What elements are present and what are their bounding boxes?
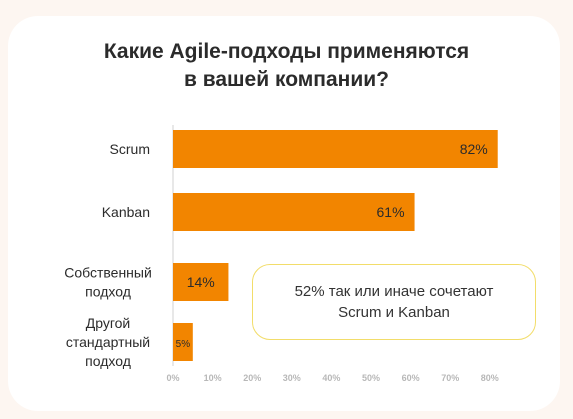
callout-line1: 52% так или иначе сочетают — [294, 283, 494, 300]
x-tick-label: 0% — [166, 373, 179, 383]
x-tick-label: 10% — [204, 373, 222, 383]
x-tick-label: 80% — [481, 373, 499, 383]
category-label: Другой — [86, 315, 131, 331]
x-tick-label: 60% — [402, 373, 420, 383]
x-tick-label: 20% — [243, 373, 261, 383]
bar — [173, 263, 229, 301]
x-tick-label: 70% — [441, 373, 459, 383]
data-label: 5% — [176, 339, 191, 350]
chart-title-line2: в вашей компании? — [184, 68, 389, 91]
category-label: подход — [85, 284, 131, 300]
bar — [173, 193, 415, 231]
x-tick-label: 30% — [283, 373, 301, 383]
x-tick-label: 50% — [362, 373, 380, 383]
chart-title-line1: Какие Agile-подходы применяются — [103, 40, 470, 63]
callout-line2: Scrum и Kanban — [338, 304, 450, 321]
callout-box: 52% так или иначе сочетают Scrum и Kanba… — [252, 264, 536, 340]
category-label: Kanban — [102, 204, 150, 220]
x-tick-label: 40% — [322, 373, 340, 383]
category-label: Собственный — [64, 265, 152, 281]
category-label: Scrum — [110, 141, 150, 157]
data-label: 14% — [187, 274, 215, 290]
category-label: подход — [85, 353, 131, 369]
chart-title: Какие Agile-подходы применяются в вашей … — [0, 38, 573, 94]
bar — [173, 130, 498, 168]
data-label: 61% — [377, 204, 405, 220]
bar — [173, 323, 193, 361]
category-label: стандартный — [66, 334, 150, 350]
data-label: 82% — [460, 141, 488, 157]
